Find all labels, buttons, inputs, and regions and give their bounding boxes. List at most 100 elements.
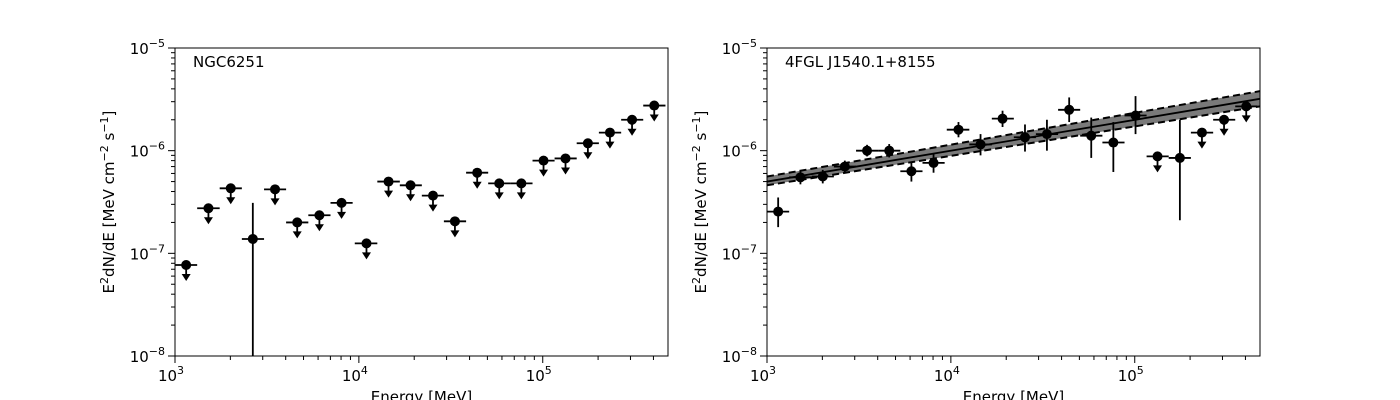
tick-exponent: −7 xyxy=(741,242,757,255)
data-point xyxy=(1035,119,1059,151)
upper-limit-arrowhead xyxy=(583,152,593,160)
upper-limit-point xyxy=(1235,101,1258,123)
point-marker xyxy=(627,114,638,125)
upper-limit-arrowhead xyxy=(181,273,191,281)
point-marker xyxy=(928,157,939,168)
point-marker xyxy=(1064,104,1075,115)
tick-exponent: −6 xyxy=(741,140,757,153)
tick-exponent: 3 xyxy=(769,364,776,377)
upper-limit-point xyxy=(354,238,378,260)
point-marker xyxy=(1086,130,1097,141)
y-label-exponent: −1 xyxy=(98,116,111,132)
upper-limit-arrowhead xyxy=(384,190,394,198)
upper-limit-arrowhead xyxy=(494,192,504,200)
upper-limit-point xyxy=(443,216,467,238)
x-tick-label: 103 xyxy=(750,364,776,385)
point-marker xyxy=(953,124,964,135)
tick-exponent: −5 xyxy=(149,37,165,50)
point-marker xyxy=(582,138,593,149)
upper-limit-point xyxy=(598,127,622,149)
point-marker xyxy=(1130,110,1141,121)
point-marker xyxy=(472,167,483,178)
upper-limit-arrowhead xyxy=(203,217,213,225)
data-point xyxy=(878,144,901,158)
upper-limit-point xyxy=(576,138,599,160)
upper-limit-point xyxy=(554,153,577,175)
model-fit xyxy=(767,90,1260,187)
y-tick-label: 10−5 xyxy=(722,37,757,58)
point-marker xyxy=(997,113,1008,124)
y-axis-label: E2dN/dE [MeV cm−2 s−1] xyxy=(98,111,118,294)
point-marker xyxy=(270,184,281,195)
data-point xyxy=(1013,124,1036,152)
point-marker xyxy=(203,203,214,214)
data-point xyxy=(1168,119,1191,221)
y-tick-label: 10−5 xyxy=(130,37,165,58)
tick-exponent: 5 xyxy=(545,364,552,377)
point-marker xyxy=(862,145,873,156)
y-label-exponent: 2 xyxy=(98,277,111,284)
x-tick-label: 103 xyxy=(158,364,184,385)
y-label-text: E xyxy=(692,284,710,293)
y-label-exponent: −1 xyxy=(690,116,703,132)
axes-frame xyxy=(174,47,669,357)
point-marker xyxy=(906,166,917,177)
point-marker xyxy=(247,233,258,244)
data-point xyxy=(241,202,265,356)
y-tick-label: 10−7 xyxy=(130,242,165,263)
upper-limit-point xyxy=(286,217,309,239)
tick-base: 10 xyxy=(130,245,149,263)
point-marker xyxy=(292,217,303,228)
data-point xyxy=(767,197,790,228)
x-tick-label: 104 xyxy=(342,364,368,385)
upper-limit-point xyxy=(643,100,666,122)
point-marker xyxy=(1041,129,1052,140)
tick-base: 10 xyxy=(342,367,361,385)
model-upper-bound-line xyxy=(767,90,1260,178)
point-marker xyxy=(516,178,527,189)
x-tick-label: 105 xyxy=(526,364,552,385)
upper-limit-arrowhead xyxy=(314,224,324,232)
upper-limit-point xyxy=(488,178,511,200)
point-marker xyxy=(405,180,416,191)
y-tick-label: 10−6 xyxy=(130,140,165,161)
tick-exponent: 5 xyxy=(1137,364,1144,377)
point-marker xyxy=(427,190,438,201)
point-marker xyxy=(1108,137,1119,148)
tick-base: 10 xyxy=(722,143,741,161)
upper-limit-arrowhead xyxy=(561,167,571,175)
data-point xyxy=(900,161,923,182)
data-point xyxy=(1058,97,1081,123)
tick-exponent: −5 xyxy=(741,37,757,50)
data-point xyxy=(1124,96,1147,135)
data-point xyxy=(1102,122,1125,172)
data-point xyxy=(833,160,857,173)
point-marker xyxy=(1174,152,1185,163)
y-label-text: ] xyxy=(692,111,710,117)
point-marker xyxy=(1019,132,1030,143)
tick-base: 10 xyxy=(1118,367,1137,385)
point-marker xyxy=(361,238,372,249)
x-tick-label: 104 xyxy=(934,364,960,385)
upper-limit-arrowhead xyxy=(1219,128,1229,136)
upper-limit-point xyxy=(308,210,331,232)
upper-limit-arrowhead xyxy=(226,197,236,205)
upper-limit-point xyxy=(1213,114,1236,136)
point-marker xyxy=(884,145,895,156)
upper-limit-arrowhead xyxy=(649,114,659,122)
tick-base: 10 xyxy=(130,348,149,366)
y-label-text: s xyxy=(692,132,710,145)
upper-limit-arrowhead xyxy=(1197,141,1207,149)
upper-limit-point xyxy=(532,155,555,177)
y-label-exponent: −2 xyxy=(98,145,111,161)
upper-limit-arrowhead xyxy=(539,169,549,177)
point-marker xyxy=(1196,127,1207,138)
point-marker xyxy=(314,210,325,221)
y-tick-label: 10−7 xyxy=(722,242,757,263)
tick-base: 10 xyxy=(934,367,953,385)
upper-limit-point xyxy=(330,197,353,219)
point-marker xyxy=(538,155,549,166)
tick-exponent: 3 xyxy=(177,364,184,377)
y-label-text: dN/dE [MeV cm xyxy=(100,161,118,276)
